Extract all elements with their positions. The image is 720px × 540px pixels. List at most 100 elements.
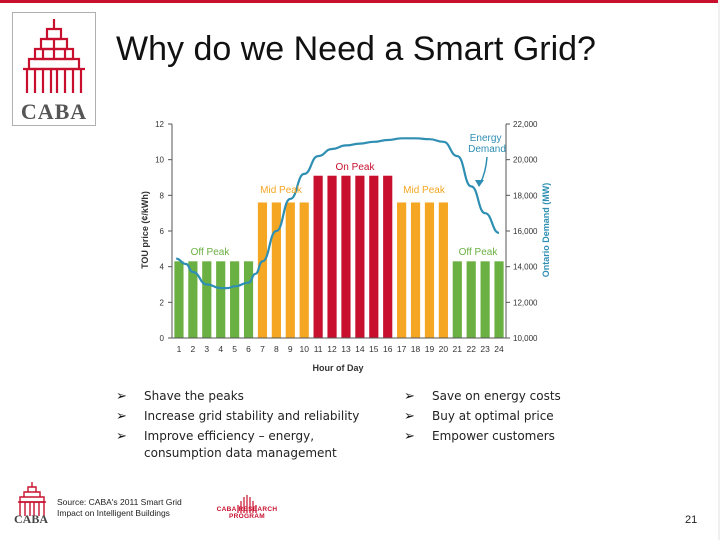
- right-edge-rule: [718, 0, 720, 540]
- energy-demand-arrowhead-icon: [475, 180, 484, 187]
- x-tick-label: 16: [383, 344, 393, 354]
- price-bar-hour-11: [313, 175, 323, 338]
- x-tick-label: 21: [453, 344, 463, 354]
- x-tick-label: 4: [218, 344, 223, 354]
- x-tick-label: 6: [246, 344, 251, 354]
- price-bar-hour-24: [494, 261, 504, 338]
- y2-tick-label: 16,000: [513, 227, 538, 236]
- y-tick-label: 8: [160, 191, 165, 200]
- caba-research-program-logo-icon: [237, 495, 257, 513]
- x-tick-label: 22: [466, 344, 476, 354]
- x-tick-label: 5: [232, 344, 237, 354]
- y-tick-label: 12: [155, 120, 164, 129]
- arrow-bullet-icon: ➢: [116, 389, 127, 404]
- x-tick-label: 18: [411, 344, 421, 354]
- caba-small-logo-icon: [18, 482, 46, 516]
- list-item: ➢ Improve efficiency – energy, consumptio…: [116, 429, 337, 460]
- price-bar-hour-16: [383, 175, 393, 338]
- arrow-bullet-icon: ➢: [404, 389, 415, 404]
- caba-logo: CABA: [12, 12, 96, 126]
- price-bar-hour-12: [327, 175, 337, 338]
- x-tick-label: 2: [191, 344, 196, 354]
- price-bar-hour-17: [397, 202, 407, 338]
- price-bar-hour-20: [438, 202, 448, 338]
- x-tick-label: 15: [369, 344, 379, 354]
- x-axis-label: Hour of Day: [312, 363, 363, 373]
- x-tick-label: 8: [274, 344, 279, 354]
- list-item: ➢ Empower customers: [404, 429, 555, 444]
- caba-small-logo-text: CABA: [13, 512, 48, 526]
- price-bar-hour-18: [410, 202, 421, 338]
- annotation-mid-peak-left: Mid Peak: [260, 185, 303, 196]
- x-tick-label: 1: [177, 344, 182, 354]
- list-item: ➢ Shave the peaks: [116, 389, 244, 404]
- price-bar-hour-1: [174, 261, 184, 338]
- arrow-bullet-icon: ➢: [404, 409, 415, 424]
- list-item: ➢ Increase grid stability and reliability: [116, 409, 360, 424]
- price-bar-hour-23: [480, 261, 490, 338]
- y2-tick-label: 18,000: [513, 191, 538, 200]
- x-tick-label: 14: [355, 344, 365, 354]
- price-bar-hour-22: [466, 261, 476, 338]
- energy-demand-arrow-icon: [479, 156, 488, 185]
- x-tick-label: 20: [439, 344, 449, 354]
- annotation-energy-demand: Energy Demand: [468, 133, 506, 155]
- x-tick-label: 11: [314, 344, 323, 354]
- benefits-list-left: ➢ Shave the peaks ➢ Increase grid stabilit…: [116, 388, 386, 465]
- y-axis-label: TOU price (¢/kWh): [140, 191, 150, 269]
- caba-logo-text: CABA: [20, 99, 88, 124]
- list-item: ➢ Buy at optimal price: [404, 409, 554, 424]
- y2-tick-label: 14,000: [513, 263, 538, 272]
- price-bar-hour-19: [424, 202, 435, 338]
- y-tick-label: 0: [160, 334, 165, 343]
- x-tick-label: 10: [299, 344, 309, 354]
- price-bar-hour-21: [452, 261, 462, 338]
- x-tick-label: 23: [480, 344, 490, 354]
- x-tick-label: 24: [494, 344, 504, 354]
- y2-tick-label: 20,000: [513, 156, 538, 165]
- caba-logo-mark-icon: [23, 19, 85, 93]
- x-tick-label: 3: [204, 344, 209, 354]
- page-number: 21: [685, 514, 698, 526]
- x-tick-label: 9: [288, 344, 293, 354]
- y2-axis-label: Ontario Demand (MW): [541, 183, 551, 278]
- caba-research-program-text: CABA RESEARCH PROGRAM: [216, 506, 278, 520]
- y-tick-label: 4: [160, 263, 165, 272]
- arrow-bullet-icon: ➢: [116, 409, 127, 424]
- price-bar-hour-8: [271, 202, 281, 338]
- y2-tick-label: 10,000: [513, 334, 538, 343]
- x-tick-label: 7: [260, 344, 265, 354]
- y2-tick-label: 22,000: [513, 120, 538, 129]
- arrow-bullet-icon: ➢: [404, 429, 415, 444]
- arrow-bullet-icon: ➢: [116, 429, 127, 444]
- y2-tick-label: 12,000: [513, 298, 538, 307]
- price-bar-hour-2: [188, 261, 198, 338]
- benefits-list-right: ➢ Save on energy costs ➢ Buy at optimal pr…: [404, 388, 604, 448]
- y-tick-label: 6: [160, 227, 165, 236]
- x-tick-label: 19: [425, 344, 435, 354]
- price-bar-hour-14: [355, 175, 365, 338]
- source-note: Source: CABA's 2011 Smart Grid Impact on…: [57, 497, 182, 518]
- annotation-off-peak-right: Off Peak: [459, 247, 499, 258]
- annotation-on-peak: On Peak: [336, 162, 376, 173]
- list-item: ➢ Save on energy costs: [404, 389, 561, 404]
- price-bar-hour-9: [285, 202, 295, 338]
- top-accent-rule: [0, 0, 720, 3]
- price-bar-hour-13: [341, 175, 351, 338]
- price-bar-hour-3: [202, 261, 212, 338]
- slide-title: Why do we Need a Smart Grid?: [116, 30, 596, 68]
- price-bar-hour-6: [243, 261, 254, 338]
- y-tick-label: 2: [160, 298, 165, 307]
- price-bar-hour-7: [257, 202, 268, 338]
- price-bar-hour-15: [369, 175, 379, 338]
- price-bar-hour-4: [216, 261, 226, 338]
- price-bar-hour-5: [230, 261, 240, 338]
- x-tick-label: 17: [397, 344, 407, 354]
- annotation-off-peak-left: Off Peak: [191, 247, 231, 258]
- x-tick-label: 13: [341, 344, 351, 354]
- energy-demand-line: [176, 137, 500, 290]
- price-bar-hour-10: [299, 202, 309, 338]
- y-tick-label: 10: [155, 156, 164, 165]
- annotation-mid-peak-right: Mid Peak: [403, 185, 446, 196]
